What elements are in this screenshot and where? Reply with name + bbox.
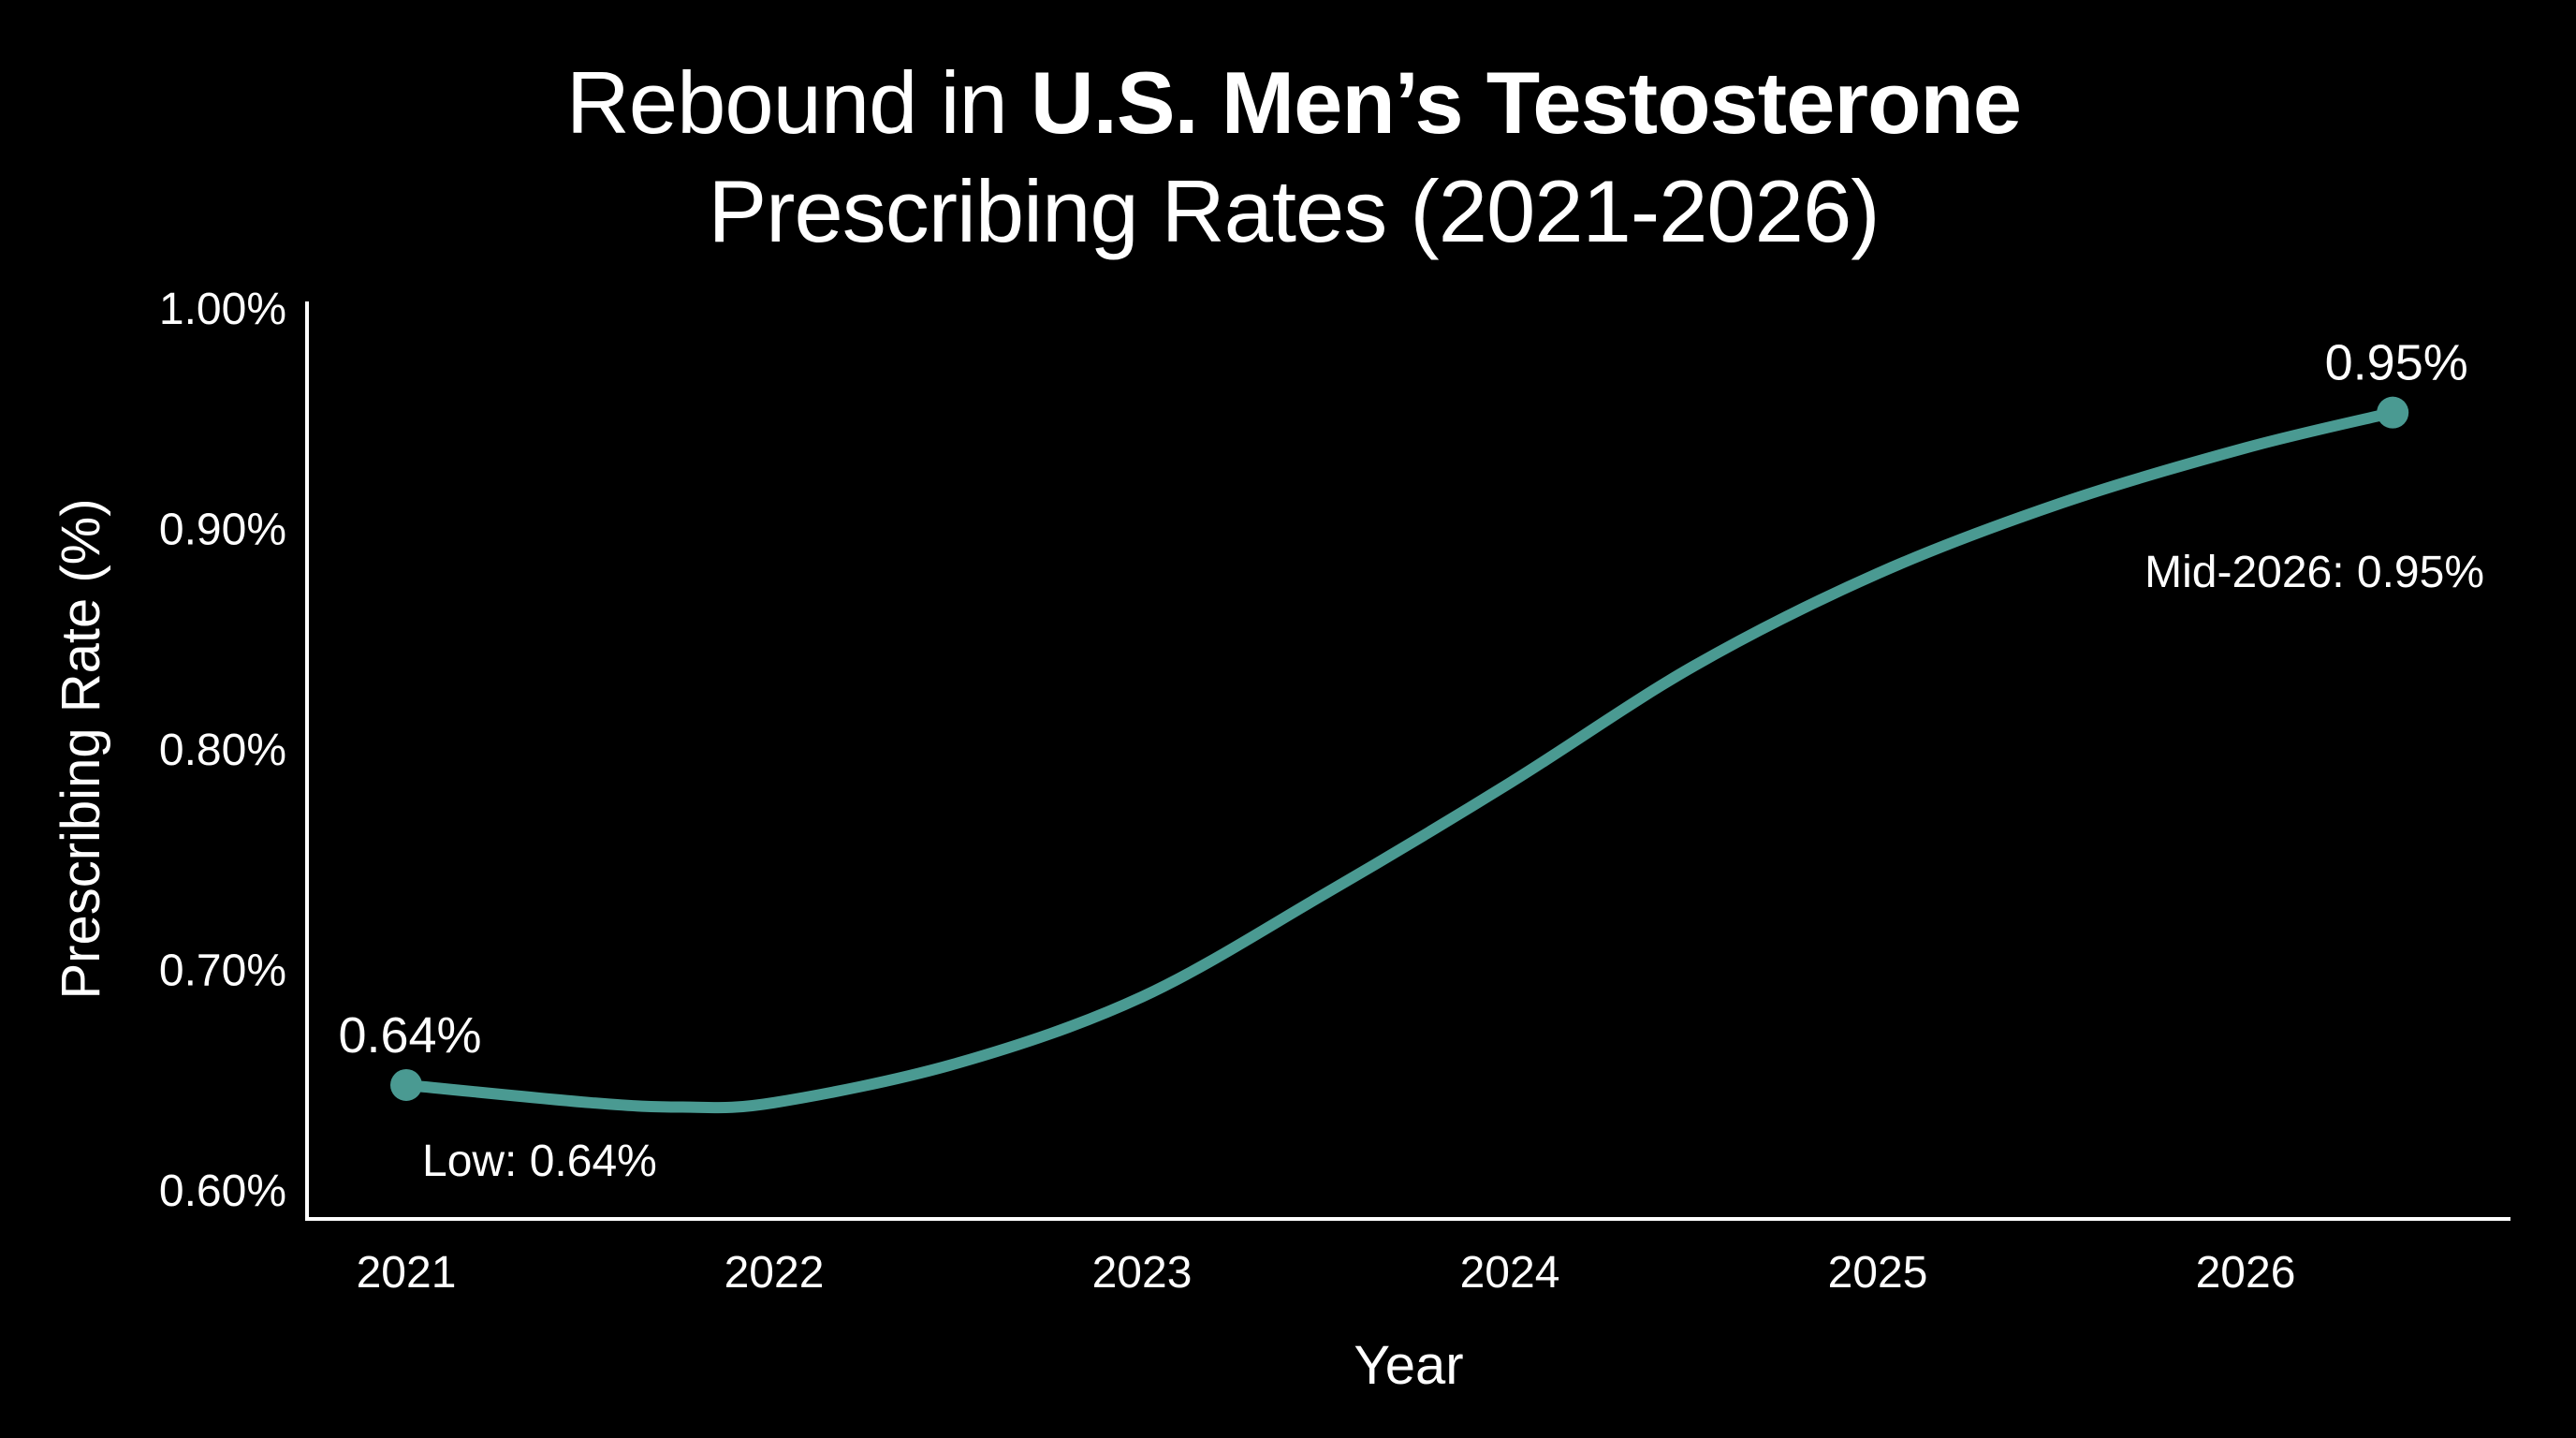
mid-2026-annotation: Mid-2026: 0.95% [2144, 548, 2484, 597]
x-axis-title: Year [1354, 1335, 1463, 1396]
x-tick-label: 2026 [2196, 1248, 2296, 1298]
y-axis-title: Prescribing Rate (%) [51, 498, 111, 999]
x-tick-label: 2024 [1460, 1248, 1560, 1298]
x-tick-label: 2021 [357, 1248, 457, 1298]
y-tick-label: 0.80% [159, 726, 286, 775]
x-tick-label: 2023 [1092, 1248, 1193, 1298]
series-line [401, 406, 2399, 1114]
chart-title-line2: Prescribing Rates (2021-2026) [708, 162, 1880, 260]
x-axis-ticks: 2021 2022 2023 2024 2025 2026 [357, 1248, 2296, 1298]
y-tick-label: 0.60% [159, 1167, 286, 1216]
end-value-label: 0.95% [2325, 335, 2468, 391]
x-tick-label: 2022 [724, 1248, 825, 1298]
chart-title-regular: Rebound in [565, 53, 1031, 152]
start-point-marker [390, 1068, 422, 1101]
y-tick-label: 1.00% [159, 285, 286, 334]
low-annotation: Low: 0.64% [422, 1137, 657, 1186]
y-tick-label: 0.70% [159, 946, 286, 996]
start-value-label: 0.64% [338, 1007, 481, 1064]
chart-title: Rebound in U.S. Men’s Testosterone Prescr… [0, 49, 2576, 266]
x-tick-label: 2025 [1828, 1248, 1928, 1298]
chart-title-bold: U.S. Men’s Testosterone [1030, 53, 2022, 152]
y-tick-label: 0.90% [159, 506, 286, 555]
end-point-marker [2377, 396, 2409, 429]
y-axis-ticks: 1.00% 0.90% 0.80% 0.70% 0.60% [159, 285, 286, 1216]
data-point-markers [390, 396, 2409, 1101]
